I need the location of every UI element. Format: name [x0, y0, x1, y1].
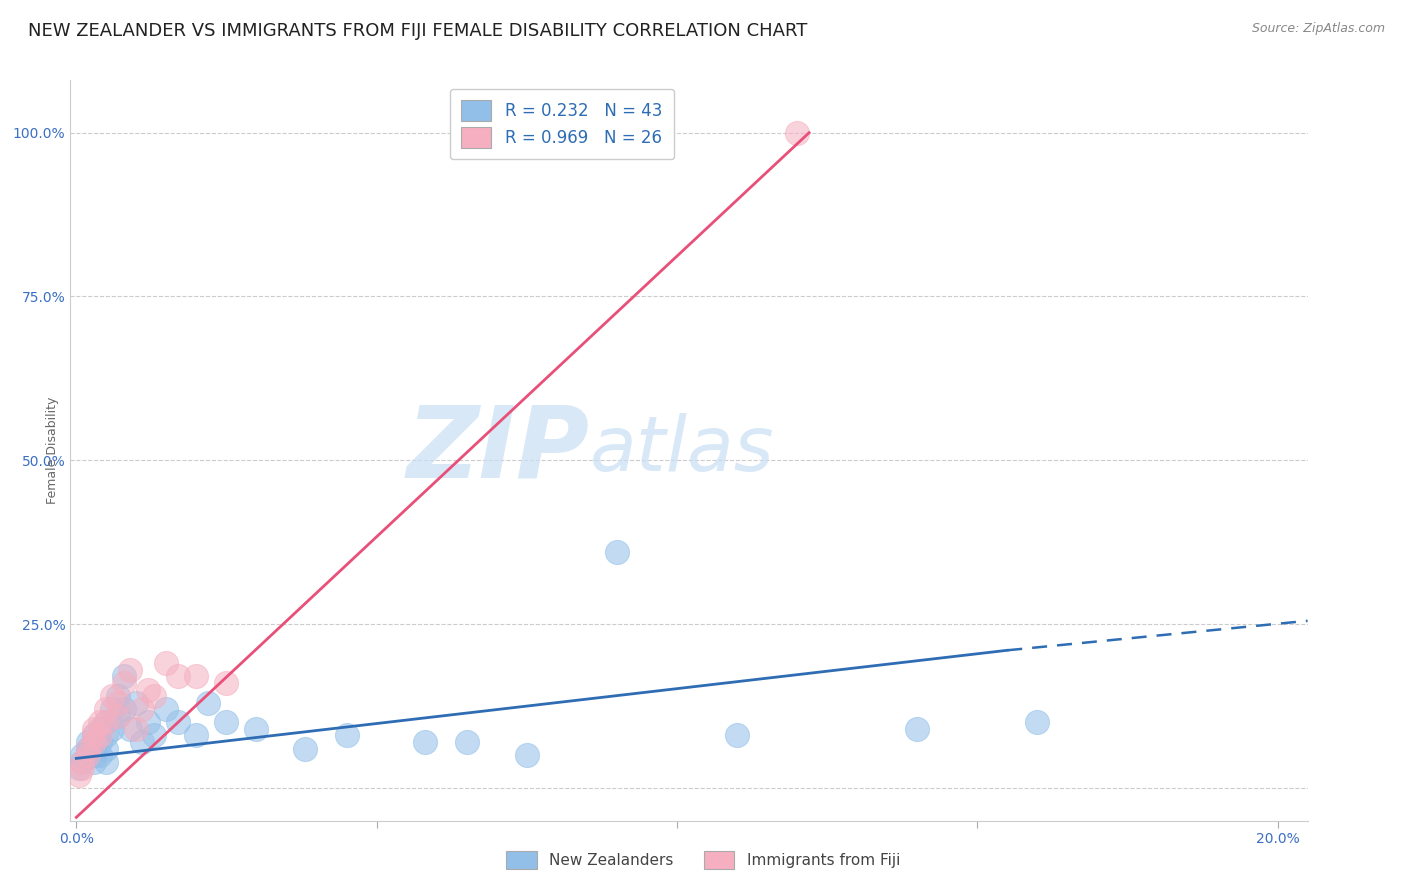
- Point: [905, 722, 928, 736]
- Point: [107, 696, 129, 710]
- Text: NEW ZEALANDER VS IMMIGRANTS FROM FIJI FEMALE DISABILITY CORRELATION CHART: NEW ZEALANDER VS IMMIGRANTS FROM FIJI FE…: [28, 22, 807, 40]
- Point: [125, 722, 148, 736]
- Point: [77, 741, 100, 756]
- Point: [67, 761, 90, 775]
- Point: [107, 689, 129, 703]
- Point: [77, 748, 100, 763]
- Point: [77, 748, 100, 763]
- Point: [83, 722, 105, 736]
- Text: atlas: atlas: [591, 414, 775, 487]
- Point: [77, 741, 100, 756]
- Point: [120, 722, 142, 736]
- Point: [96, 755, 118, 769]
- Point: [138, 682, 160, 697]
- Point: [101, 722, 124, 736]
- Point: [186, 729, 208, 743]
- Point: [456, 735, 478, 749]
- Point: [112, 702, 135, 716]
- Point: [83, 735, 105, 749]
- Point: [112, 669, 135, 683]
- Point: [112, 676, 135, 690]
- Point: [786, 126, 808, 140]
- Point: [606, 545, 628, 559]
- Point: [143, 689, 166, 703]
- Point: [96, 741, 118, 756]
- Y-axis label: Female Disability: Female Disability: [46, 397, 59, 504]
- Point: [413, 735, 436, 749]
- Point: [89, 729, 111, 743]
- Point: [77, 735, 100, 749]
- Point: [197, 696, 219, 710]
- Point: [83, 755, 105, 769]
- Point: [89, 715, 111, 730]
- Point: [67, 768, 90, 782]
- Point: [96, 729, 118, 743]
- Point: [89, 748, 111, 763]
- Point: [96, 715, 118, 730]
- Point: [131, 735, 153, 749]
- Point: [336, 729, 359, 743]
- Point: [89, 722, 111, 736]
- Point: [155, 657, 177, 671]
- Point: [215, 715, 238, 730]
- Point: [167, 669, 190, 683]
- Point: [72, 755, 94, 769]
- Point: [516, 748, 538, 763]
- Legend: New Zealanders, Immigrants from Fiji: New Zealanders, Immigrants from Fiji: [501, 845, 905, 875]
- Point: [138, 715, 160, 730]
- Point: [72, 748, 94, 763]
- Point: [83, 748, 105, 763]
- Text: Source: ZipAtlas.com: Source: ZipAtlas.com: [1251, 22, 1385, 36]
- Point: [131, 702, 153, 716]
- Point: [245, 722, 267, 736]
- Point: [215, 676, 238, 690]
- Point: [1026, 715, 1049, 730]
- Point: [294, 741, 316, 756]
- Text: ZIP: ZIP: [406, 402, 591, 499]
- Point: [167, 715, 190, 730]
- Point: [83, 741, 105, 756]
- Point: [107, 708, 129, 723]
- Point: [101, 702, 124, 716]
- Point: [125, 696, 148, 710]
- Point: [107, 708, 129, 723]
- Point: [143, 729, 166, 743]
- Point: [83, 729, 105, 743]
- Legend: R = 0.232   N = 43, R = 0.969   N = 26: R = 0.232 N = 43, R = 0.969 N = 26: [450, 88, 673, 160]
- Point: [96, 702, 118, 716]
- Point: [83, 729, 105, 743]
- Point: [186, 669, 208, 683]
- Point: [72, 755, 94, 769]
- Point: [72, 761, 94, 775]
- Point: [96, 715, 118, 730]
- Point: [155, 702, 177, 716]
- Point: [120, 663, 142, 677]
- Point: [725, 729, 748, 743]
- Point: [101, 689, 124, 703]
- Point: [89, 735, 111, 749]
